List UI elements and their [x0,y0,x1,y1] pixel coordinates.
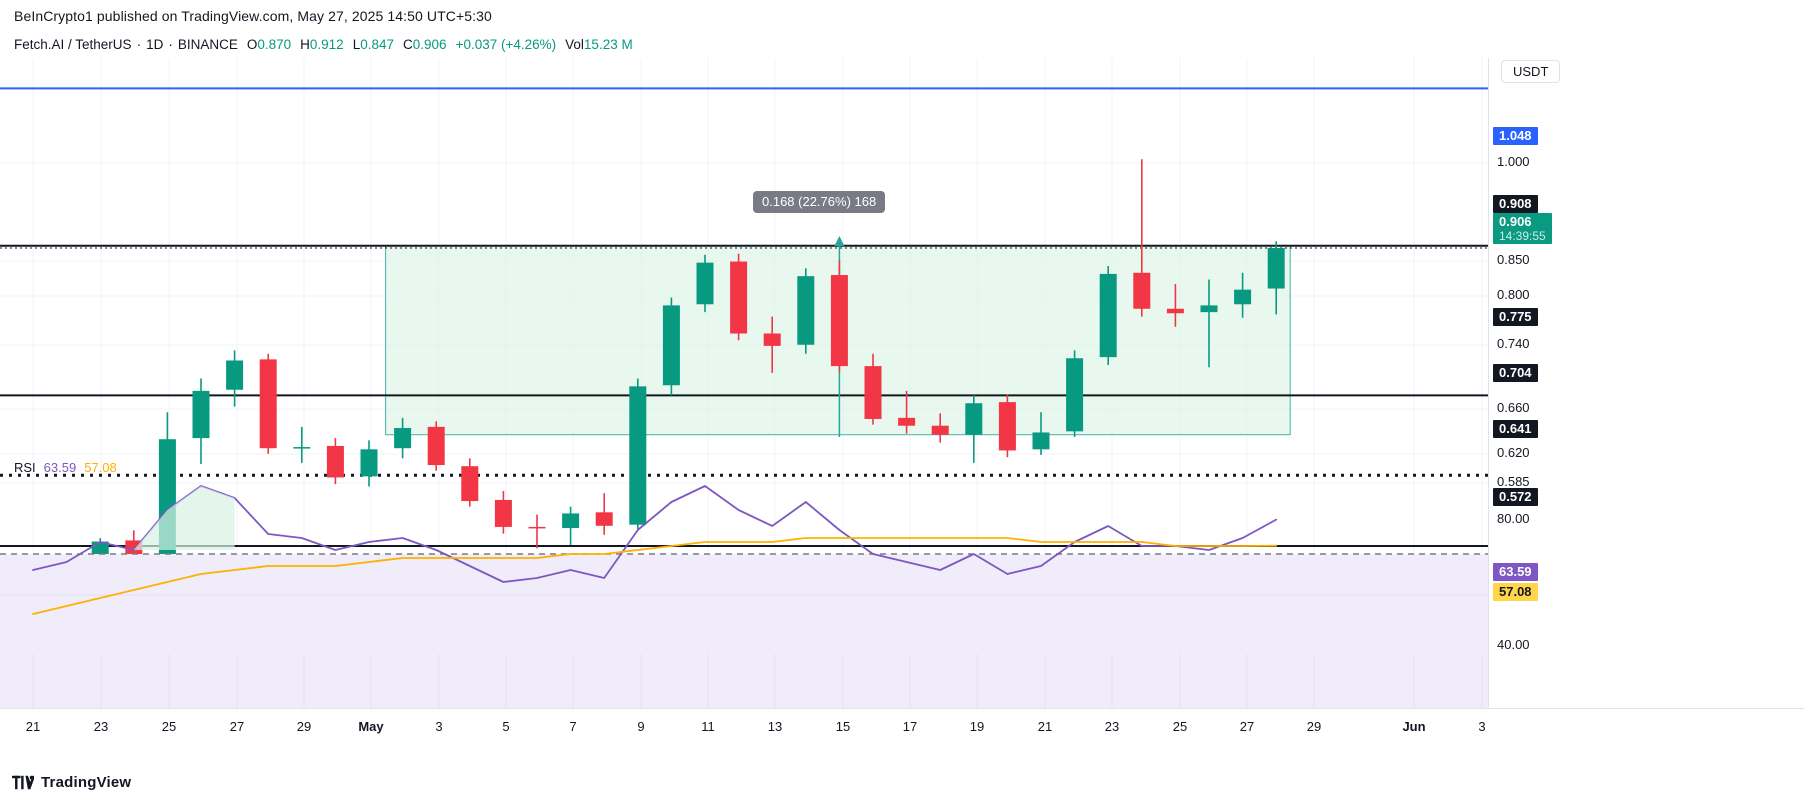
price-tag-0-704[interactable]: 0.704 [1493,364,1538,382]
legend-low-key: L [352,37,361,52]
price-chart-svg[interactable] [0,58,1488,654]
legend-volume-key: Vol [565,37,584,52]
bar-countdown: 14:39:55 [1499,229,1546,243]
legend-low-value: 0.847 [360,37,395,52]
price-tag-0-775[interactable]: 0.775 [1493,308,1538,326]
price-tick-1-000: 1.000 [1497,154,1530,169]
time-label-15: 15 [835,719,851,734]
time-label-jun: Jun [1402,719,1426,734]
time-label-23: 23 [93,719,109,734]
price-tag-0-641[interactable]: 0.641 [1493,420,1538,438]
time-axis[interactable]: 21 23 25 27 29 May 3 5 7 9 11 13 15 17 19 21 23 25 27 29 Jun… [0,708,1804,749]
time-label-3: 3 [1478,719,1486,734]
chart-container[interactable]: 0.168 (22.76%) 168 RSI 63.59 57.08 USDT … [0,58,1804,810]
time-label-29: 29 [1306,719,1322,734]
rsi-legend-name[interactable]: RSI [14,460,36,475]
time-label-25: 25 [161,719,177,734]
publisher-text: BeInCrypto1 published on TradingView.com… [14,7,492,24]
legend-change: +0.037 (+4.26%) [455,37,557,52]
rsi-tick-80-00: 80.00 [1497,511,1530,526]
legend-open-key: O [246,37,258,52]
legend-interval[interactable]: 1D [146,37,164,52]
time-label-3: 3 [435,719,443,734]
rsi-legend-value: 63.59 [43,460,77,475]
legend-close-value: 0.906 [412,37,447,52]
chart-legend: Fetch.AI / TetherUS · 1D · BINANCE O 0.87… [0,31,1804,58]
tradingview-logo-icon [12,775,34,790]
price-tick-0-660: 0.660 [1497,400,1530,415]
rsi-tick-40-00: 40.00 [1497,637,1530,652]
time-label-9: 9 [637,719,645,734]
tradingview-brand-text: TradingView [41,774,132,791]
legend-separator-2: · [168,37,173,52]
price-tick-0-850: 0.850 [1497,252,1530,267]
currency-chip[interactable]: USDT [1501,60,1561,83]
rsi-legend: RSI 63.59 57.08 [14,460,117,475]
rsi-pane[interactable] [0,654,1488,708]
time-label-5: 5 [502,719,510,734]
price-tag-0-572[interactable]: 0.572 [1493,488,1538,506]
price-axis[interactable]: USDT 1.000 0.850 0.800 0.740 0.660 0.620 0.585… [1488,58,1804,708]
time-label-13: 13 [767,719,783,734]
time-label-21: 21 [25,719,41,734]
legend-symbol[interactable]: Fetch.AI / TetherUS [14,37,132,52]
legend-high-value: 0.912 [309,37,344,52]
time-label-27: 27 [1239,719,1255,734]
legend-close-key: C [403,37,413,52]
time-label-may: May [358,719,384,734]
legend-separator-1: · [136,37,142,52]
price-tag-0-908[interactable]: 0.908 [1493,195,1538,213]
last-price-tag[interactable]: 0.906 14:39:55 [1493,213,1552,244]
rsi-tag-63-59[interactable]: 63.59 [1493,563,1538,581]
rsi-ma-legend-value: 57.08 [84,460,117,475]
legend-high-key: H [300,37,310,52]
price-tick-0-620: 0.620 [1497,445,1530,460]
time-label-23: 23 [1104,719,1120,734]
publisher-line: BeInCrypto1 published on TradingView.com… [0,0,1804,31]
tradingview-brand[interactable]: TradingView [12,774,131,791]
time-label-21: 21 [1037,719,1053,734]
time-label-17: 17 [902,719,918,734]
time-label-29: 29 [296,719,312,734]
price-tick-0-800: 0.800 [1497,287,1530,302]
time-label-11: 11 [701,719,715,734]
time-label-7: 7 [569,719,577,734]
price-tick-0-585: 0.585 [1497,474,1530,489]
legend-exchange[interactable]: BINANCE [177,37,238,52]
legend-open-value: 0.870 [257,37,292,52]
price-tag-1-048[interactable]: 1.048 [1493,127,1538,145]
rsi-tag-57-08[interactable]: 57.08 [1493,583,1538,601]
legend-volume-value: 15.23 M [583,37,633,52]
price-tick-0-740: 0.740 [1497,336,1530,351]
price-pane[interactable]: 0.168 (22.76%) 168 [0,58,1488,654]
measure-tooltip: 0.168 (22.76%) 168 [753,191,886,213]
rsi-chart-svg[interactable] [0,654,1488,708]
last-price-value: 0.906 [1499,214,1532,229]
time-label-25: 25 [1172,719,1188,734]
time-label-19: 19 [969,719,985,734]
time-label-27: 27 [229,719,245,734]
